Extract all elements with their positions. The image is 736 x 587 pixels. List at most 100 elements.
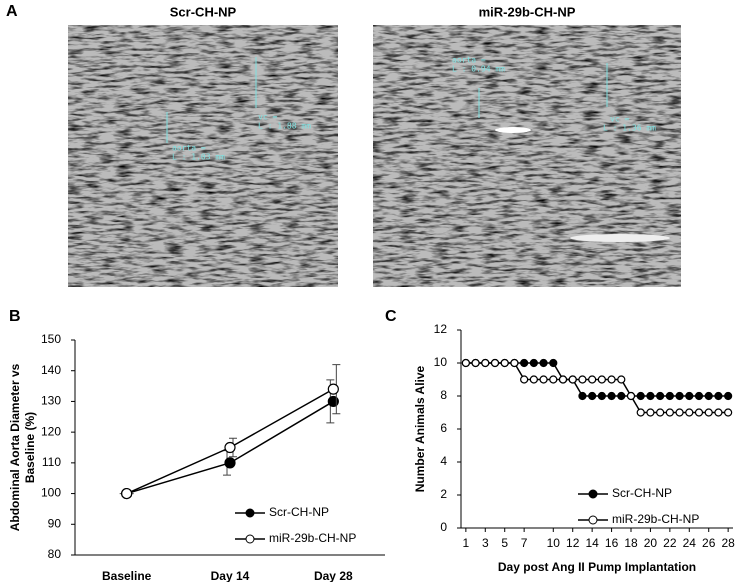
annotation: L : 1.36 mm — [603, 124, 656, 133]
marker — [481, 358, 490, 368]
marker — [500, 358, 509, 368]
annotation: L : 1.88 mm — [258, 122, 311, 131]
marker — [510, 358, 519, 368]
y-tick-label: 12 — [434, 322, 448, 336]
y-tick-label: 90 — [48, 516, 62, 530]
marker — [461, 358, 470, 368]
marker — [714, 408, 723, 417]
marker — [675, 408, 684, 417]
marker — [578, 375, 587, 384]
marker — [636, 391, 645, 401]
marker — [724, 408, 733, 417]
x-tick-label: 22 — [663, 536, 677, 550]
annotation: vc = — [610, 115, 629, 124]
x-tick-label: 5 — [501, 536, 508, 550]
y-tick-label: 100 — [41, 486, 61, 500]
marker — [520, 375, 529, 384]
annotation: aorta = — [172, 144, 206, 153]
marker — [520, 358, 529, 368]
marker — [529, 358, 538, 368]
legend-marker — [588, 515, 598, 525]
x-tick-label: Day 14 — [211, 569, 250, 582]
marker — [694, 391, 704, 401]
y-tick-label: 6 — [440, 421, 447, 435]
marker — [549, 375, 558, 384]
y-tick-label: 130 — [41, 394, 61, 408]
marker — [685, 391, 694, 401]
ultrasound-image: miR-29b-CH-NP aorta = L : 0.94 mm vc = L… — [373, 4, 681, 287]
x-tick-label: Day 28 — [314, 569, 353, 582]
marker — [636, 408, 645, 417]
marker — [646, 391, 655, 401]
x-tick-label: 20 — [644, 536, 658, 550]
marker — [558, 375, 568, 384]
marker — [568, 375, 577, 384]
legend-marker — [245, 508, 255, 518]
y-tick-label: 110 — [42, 455, 61, 469]
y-tick-label: 140 — [41, 363, 61, 377]
y-tick-label: 10 — [434, 355, 448, 369]
marker — [704, 408, 713, 417]
x-tick-label: 14 — [585, 536, 599, 550]
marker — [617, 375, 626, 384]
marker — [490, 358, 500, 368]
marker — [617, 391, 626, 401]
x-tick-label: 10 — [547, 536, 561, 550]
legend-label: Scr-CH-NP — [612, 486, 672, 500]
y-tick-label: 80 — [48, 547, 62, 561]
x-tick-label: 1 — [463, 536, 470, 550]
series-line — [465, 362, 729, 414]
marker — [714, 391, 723, 401]
x-tick-label: 3 — [482, 536, 489, 550]
marker — [224, 441, 236, 454]
panel-label: A — [6, 3, 18, 20]
series-line — [126, 388, 334, 495]
marker — [529, 375, 538, 384]
annotation: vc = — [258, 113, 277, 122]
x-tick-label: 24 — [683, 536, 697, 550]
y-tick-label: 120 — [41, 424, 61, 438]
y-tick-label: 2 — [440, 487, 447, 501]
y-axis-label: Baseline (%) — [23, 412, 37, 483]
y-tick-label: 4 — [440, 454, 447, 468]
marker — [724, 391, 733, 401]
x-tick-label: 12 — [566, 536, 580, 550]
marker — [704, 391, 713, 401]
marker — [224, 457, 236, 469]
marker — [578, 391, 587, 401]
marker — [685, 408, 694, 417]
y-axis-label: Number Animals Alive — [413, 365, 427, 492]
x-axis-label: Day post Ang II Pump Implantation — [498, 560, 696, 574]
marker — [675, 391, 684, 401]
panel-label: C — [385, 308, 397, 325]
panel-label: B — [9, 308, 21, 325]
marker — [665, 408, 674, 417]
annotation: L : 1.03 mm — [172, 153, 225, 162]
marker — [694, 408, 704, 417]
marker — [121, 487, 133, 500]
legend-marker — [588, 489, 598, 499]
marker — [656, 408, 665, 417]
legend-marker — [245, 534, 255, 544]
marker — [597, 375, 606, 384]
legend-label: Scr-CH-NP — [269, 505, 329, 519]
y-axis-label: Abdominal Aorta Diameter vs — [8, 363, 22, 531]
ultrasound-image: Scr-CH-NP vc = L : 1.88 mm aorta = L : 1… — [68, 4, 338, 287]
marker — [656, 391, 665, 401]
x-tick-label: 28 — [721, 536, 735, 550]
marker — [626, 391, 636, 401]
marker — [539, 358, 548, 368]
marker — [471, 358, 480, 368]
legend-label: miR-29b-CH-NP — [612, 512, 699, 526]
marker — [588, 391, 597, 401]
x-tick-label: Baseline — [102, 569, 152, 582]
image-title: miR-29b-CH-NP — [479, 4, 576, 19]
x-tick-label: 26 — [702, 536, 716, 550]
marker — [646, 408, 655, 417]
marker — [607, 375, 616, 384]
annotation: L : 0.94 mm — [452, 65, 505, 74]
x-tick-label: 7 — [521, 536, 528, 550]
marker — [597, 391, 606, 401]
marker — [588, 375, 597, 384]
